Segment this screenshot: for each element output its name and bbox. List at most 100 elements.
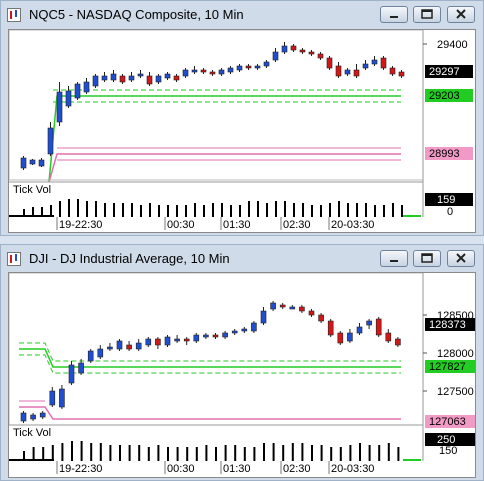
title-bar[interactable]: DJI - DJ Industrial Average, 10 Min bbox=[1, 245, 483, 273]
candle-body bbox=[344, 69, 351, 75]
candle-body bbox=[317, 53, 324, 59]
pink-guide-main bbox=[19, 406, 401, 420]
volume-bar bbox=[42, 447, 45, 461]
candle-body bbox=[20, 412, 27, 422]
price-badge bbox=[425, 65, 473, 78]
close-button[interactable] bbox=[447, 250, 475, 267]
volume-bar bbox=[349, 445, 352, 461]
candle-body bbox=[155, 75, 162, 83]
time-label: 19-22:30 bbox=[59, 219, 102, 231]
candle-body bbox=[326, 57, 333, 69]
minimize-icon bbox=[390, 16, 398, 18]
restore-icon bbox=[421, 253, 433, 263]
candle-body bbox=[398, 71, 405, 77]
volume-bar bbox=[195, 447, 198, 461]
pink-guide-main bbox=[48, 153, 401, 183]
restore-button[interactable] bbox=[413, 250, 441, 267]
nasdaq-chart-window: NQC5 - NASDAQ Composite, 10 Min 29400 292… bbox=[0, 0, 484, 236]
volume-bar bbox=[266, 203, 268, 217]
volume-bar bbox=[234, 445, 237, 461]
volume-bar bbox=[221, 203, 223, 217]
title-bar[interactable]: NQC5 - NASDAQ Composite, 10 Min bbox=[1, 1, 483, 29]
candle-body bbox=[78, 362, 84, 374]
candle-body bbox=[356, 326, 363, 334]
chart-area[interactable]: 29400 29297 29203 28993 Tick Vol 159 0 19-22:30… bbox=[8, 29, 476, 233]
candle-body bbox=[395, 338, 401, 346]
candle-body bbox=[174, 338, 180, 342]
price-badge bbox=[425, 360, 475, 373]
price-badge bbox=[425, 147, 473, 160]
candle-body bbox=[92, 75, 99, 87]
candle-body bbox=[101, 75, 108, 81]
volume-bar bbox=[253, 447, 256, 461]
volume-bar bbox=[383, 205, 385, 217]
volume-bar bbox=[176, 205, 178, 217]
candle-body bbox=[260, 310, 267, 324]
volume-bar bbox=[194, 203, 196, 217]
candle-body bbox=[146, 75, 153, 85]
time-label: 02:30 bbox=[283, 463, 311, 475]
volume-label: Tick Vol bbox=[13, 184, 51, 196]
candle-body bbox=[222, 332, 228, 338]
candle-body bbox=[299, 49, 306, 53]
candle-body bbox=[272, 51, 279, 61]
candle-body bbox=[335, 65, 342, 77]
candle-body bbox=[263, 61, 270, 67]
time-axis bbox=[9, 217, 423, 231]
volume-bar bbox=[59, 201, 61, 217]
volume-bar bbox=[61, 443, 64, 461]
green-guide-main bbox=[19, 348, 401, 368]
volume-bar bbox=[128, 445, 131, 461]
volume-bar bbox=[374, 205, 376, 217]
restore-button[interactable] bbox=[413, 6, 441, 23]
candle-body bbox=[39, 412, 46, 418]
close-button[interactable] bbox=[447, 6, 475, 23]
volume-bar bbox=[368, 445, 371, 461]
candle-body bbox=[145, 338, 152, 346]
volume-bar bbox=[401, 205, 403, 217]
restore-icon bbox=[421, 9, 433, 19]
volume-bar bbox=[257, 201, 259, 217]
price-badge-label: 28993 bbox=[429, 148, 460, 160]
candle-body bbox=[337, 332, 344, 344]
candle-body bbox=[126, 344, 132, 350]
volume-bar bbox=[71, 441, 73, 461]
price-chart[interactable]: 128500128000127500128373127827127063Tick… bbox=[9, 273, 475, 477]
volume-bar bbox=[329, 203, 331, 217]
volume-bar bbox=[205, 445, 208, 461]
chart-area[interactable]: 128500 128000 127500 128373 127827 127063 Tick… bbox=[8, 272, 476, 478]
candle-body bbox=[29, 159, 36, 165]
candle-body bbox=[380, 57, 387, 69]
price-badge bbox=[425, 89, 473, 102]
minimize-icon bbox=[390, 260, 398, 262]
plot-frame bbox=[9, 273, 424, 426]
time-label: 19-22:30 bbox=[59, 463, 102, 475]
candle-body bbox=[200, 69, 207, 73]
volume-bar bbox=[158, 205, 160, 217]
window-title: NQC5 - NASDAQ Composite, 10 Min bbox=[29, 7, 244, 22]
candle-body bbox=[218, 69, 225, 75]
volume-baseline-green bbox=[403, 459, 421, 462]
candle-body bbox=[65, 90, 72, 107]
volume-bar bbox=[239, 205, 241, 217]
candle-body bbox=[49, 390, 56, 406]
volume-bar bbox=[149, 203, 151, 217]
minimize-button[interactable] bbox=[380, 250, 408, 267]
volume-bar bbox=[293, 203, 295, 217]
candle-body bbox=[327, 320, 334, 336]
candle-body bbox=[128, 75, 135, 81]
volume-bar bbox=[50, 205, 52, 217]
candle-body bbox=[362, 63, 369, 69]
candle-body bbox=[290, 45, 297, 51]
volume-bar bbox=[90, 443, 93, 461]
time-axis bbox=[9, 461, 423, 475]
volume-bar bbox=[291, 443, 294, 461]
volume-bar bbox=[80, 441, 83, 461]
window-title: DJI - DJ Industrial Average, 10 Min bbox=[29, 251, 230, 266]
volume-bar bbox=[167, 205, 169, 217]
plot-frame bbox=[9, 30, 424, 181]
price-badge-label: 29203 bbox=[429, 90, 460, 102]
volume-baseline-green bbox=[403, 215, 421, 218]
minimize-button[interactable] bbox=[380, 6, 408, 23]
